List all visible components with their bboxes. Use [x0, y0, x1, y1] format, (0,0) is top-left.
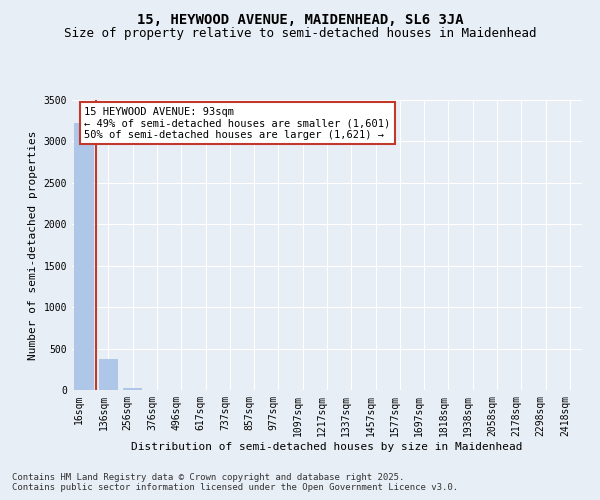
Y-axis label: Number of semi-detached properties: Number of semi-detached properties: [28, 130, 38, 360]
Text: 15 HEYWOOD AVENUE: 93sqm
← 49% of semi-detached houses are smaller (1,601)
50% o: 15 HEYWOOD AVENUE: 93sqm ← 49% of semi-d…: [85, 106, 391, 140]
Text: 15, HEYWOOD AVENUE, MAIDENHEAD, SL6 3JA: 15, HEYWOOD AVENUE, MAIDENHEAD, SL6 3JA: [137, 12, 463, 26]
Bar: [99, 358, 118, 390]
Bar: [123, 388, 142, 390]
Text: Size of property relative to semi-detached houses in Maidenhead: Size of property relative to semi-detach…: [64, 28, 536, 40]
Text: Contains HM Land Registry data © Crown copyright and database right 2025.
Contai: Contains HM Land Registry data © Crown c…: [12, 473, 458, 492]
Bar: [74, 123, 94, 390]
X-axis label: Distribution of semi-detached houses by size in Maidenhead: Distribution of semi-detached houses by …: [131, 442, 523, 452]
